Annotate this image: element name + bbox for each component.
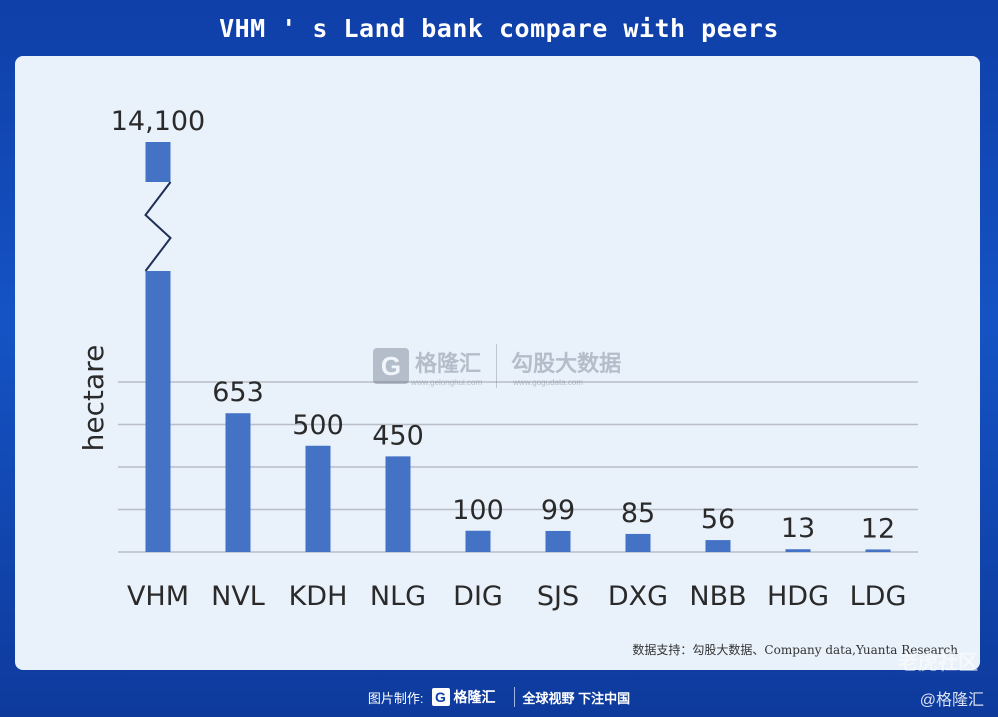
value-labels: 14,100 653 500 450 100 99 85 56 13 12 bbox=[111, 106, 895, 544]
bar-nlg bbox=[385, 456, 411, 552]
value-label-ldg: 12 bbox=[861, 513, 895, 544]
bar-kdh bbox=[305, 445, 331, 552]
y-axis-label: hectare bbox=[77, 345, 110, 452]
x-tick-kdh: KDH bbox=[289, 581, 348, 612]
value-label-dxg: 85 bbox=[621, 498, 655, 529]
bar-sjs bbox=[545, 530, 571, 552]
x-tick-dig: DIG bbox=[453, 581, 503, 612]
chart-title: VHM ' s Land bank compare with peers bbox=[219, 14, 779, 43]
bar-chart: 14,100 653 500 450 100 99 85 56 13 12 VHM NVL KDH NL… bbox=[77, 106, 918, 612]
x-tick-ldg: LDG bbox=[850, 581, 907, 612]
x-tick-nbb: NBB bbox=[689, 581, 746, 612]
value-label-sjs: 99 bbox=[541, 495, 575, 526]
x-tick-dxg: DXG bbox=[608, 581, 668, 612]
bar-hdg bbox=[785, 549, 811, 552]
source-note: 数据支持：勾股大数据、Company data,Yuanta Research bbox=[632, 643, 958, 657]
x-tick-hdg: HDG bbox=[767, 581, 829, 612]
footer-logo: G 格隆汇 bbox=[431, 687, 496, 707]
footer-slogan: 全球视野 下注中国 bbox=[522, 690, 631, 706]
x-tick-vhm: VHM bbox=[127, 581, 189, 612]
value-label-kdh: 500 bbox=[292, 410, 344, 441]
footer-divider bbox=[513, 687, 515, 707]
x-tick-nvl: NVL bbox=[211, 581, 265, 612]
community-watermark: 老虎社区 bbox=[898, 652, 978, 674]
footer-logo-icon: G bbox=[431, 688, 450, 706]
value-label-nbb: 56 bbox=[701, 504, 735, 535]
value-label-dig: 100 bbox=[452, 495, 504, 526]
value-label-vhm: 14,100 bbox=[111, 106, 205, 137]
bar-dig bbox=[465, 530, 491, 552]
bar-nbb bbox=[705, 540, 731, 552]
value-label-nvl: 653 bbox=[212, 377, 264, 408]
gridlines bbox=[118, 381, 918, 553]
x-tick-sjs: SJS bbox=[537, 581, 579, 612]
bar-dxg bbox=[625, 533, 651, 552]
x-tick-nlg: NLG bbox=[370, 581, 426, 612]
chart-card: 14,100 653 500 450 100 99 85 56 13 12 VHM NVL KDH NL… bbox=[15, 56, 980, 670]
footer-made-by: 图片制作: bbox=[367, 690, 424, 706]
bar-ldg bbox=[865, 549, 891, 552]
x-tick-labels: VHM NVL KDH NLG DIG SJS DXG NBB HDG LDG bbox=[127, 581, 906, 612]
bar-nvl bbox=[225, 413, 251, 552]
bars bbox=[143, 142, 891, 552]
axis-break-zigzag bbox=[144, 181, 172, 272]
footer: 图片制作: G 格隆汇 全球视野 下注中国 bbox=[0, 684, 998, 710]
author-handle: @格隆汇 bbox=[919, 692, 984, 709]
value-label-hdg: 13 bbox=[781, 513, 815, 544]
footer-logo-text: 格隆汇 bbox=[453, 689, 496, 705]
value-label-nlg: 450 bbox=[372, 420, 424, 451]
